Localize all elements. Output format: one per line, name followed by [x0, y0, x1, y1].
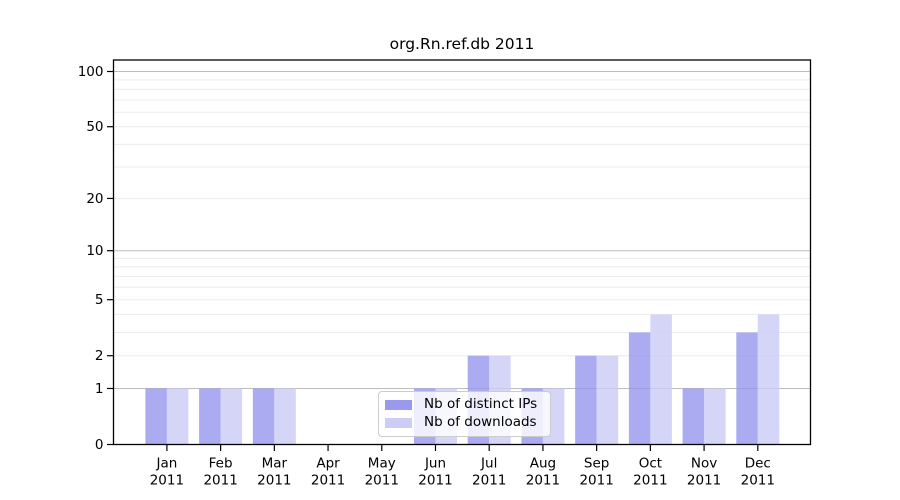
bar-distinct-ips-sep	[575, 355, 597, 445]
bar-distinct-ips-mar	[252, 388, 275, 445]
x-tick-label-year: 2011	[257, 473, 291, 489]
bar-downloads-sep	[596, 355, 619, 445]
y-tick-label: 10	[86, 243, 103, 259]
bar-downloads-mar	[274, 388, 296, 445]
x-tick-label-year: 2011	[741, 473, 775, 489]
legend-label-distinct-ips: Nb of distinct IPs	[424, 396, 538, 413]
x-tick-label-month: Jun	[424, 456, 446, 472]
x-tick-label-month: Oct	[639, 456, 662, 472]
legend-swatch-distinct-ips	[385, 400, 412, 411]
bar-downloads-feb	[220, 388, 243, 445]
x-tick-label-month: Feb	[209, 456, 233, 472]
x-tick-label-year: 2011	[579, 473, 613, 489]
x-tick-label-year: 2011	[150, 473, 184, 489]
bar-downloads-dec	[757, 314, 780, 445]
x-tick-label-month: Dec	[745, 456, 771, 472]
y-tick-label: 2	[95, 348, 104, 364]
x-tick-label-year: 2011	[633, 473, 667, 489]
bar-distinct-ips-oct	[628, 332, 651, 445]
x-tick-label-month: Apr	[316, 456, 340, 472]
legend-swatch-downloads	[385, 417, 412, 428]
x-tick-label-month: Sep	[584, 456, 609, 472]
bar-downloads-nov	[704, 388, 726, 445]
x-tick-label-month: Jan	[155, 456, 177, 472]
x-tick-label-year: 2011	[687, 473, 721, 489]
x-tick-label-year: 2011	[526, 473, 560, 489]
y-tick-label: 100	[78, 64, 104, 80]
y-tick-label: 50	[86, 119, 103, 135]
bar-downloads-jan	[166, 388, 189, 445]
y-tick-label: 0	[95, 437, 104, 453]
x-tick-label-year: 2011	[472, 473, 506, 489]
y-tick-label: 20	[86, 191, 103, 207]
x-tick-label-month: Jul	[480, 456, 497, 472]
bar-downloads-oct	[650, 314, 672, 445]
x-tick-label-month: May	[368, 456, 396, 472]
plot-frame	[112, 59, 812, 446]
x-tick-label-year: 2011	[311, 473, 345, 489]
legend: Nb of distinct IPs Nb of downloads	[378, 391, 551, 437]
legend-item-distinct-ips: Nb of distinct IPs	[385, 398, 544, 412]
x-tick-label-year: 2011	[203, 473, 237, 489]
x-tick-label-year: 2011	[365, 473, 399, 489]
bar-distinct-ips-jan	[145, 388, 167, 445]
legend-item-downloads: Nb of downloads	[385, 416, 544, 430]
x-tick-label-month: Mar	[262, 456, 288, 472]
bar-distinct-ips-dec	[736, 332, 758, 445]
bar-distinct-ips-feb	[199, 388, 221, 445]
legend-label-downloads: Nb of downloads	[424, 414, 537, 431]
bar-distinct-ips-nov	[682, 388, 705, 445]
chart-title: org.Rn.ref.db 2011	[389, 35, 535, 53]
y-tick-label: 1	[95, 381, 104, 397]
x-tick-label-month: Aug	[530, 456, 556, 472]
y-tick-label: 5	[95, 292, 104, 308]
x-tick-label-month: Nov	[691, 456, 717, 472]
x-tick-label-year: 2011	[418, 473, 452, 489]
